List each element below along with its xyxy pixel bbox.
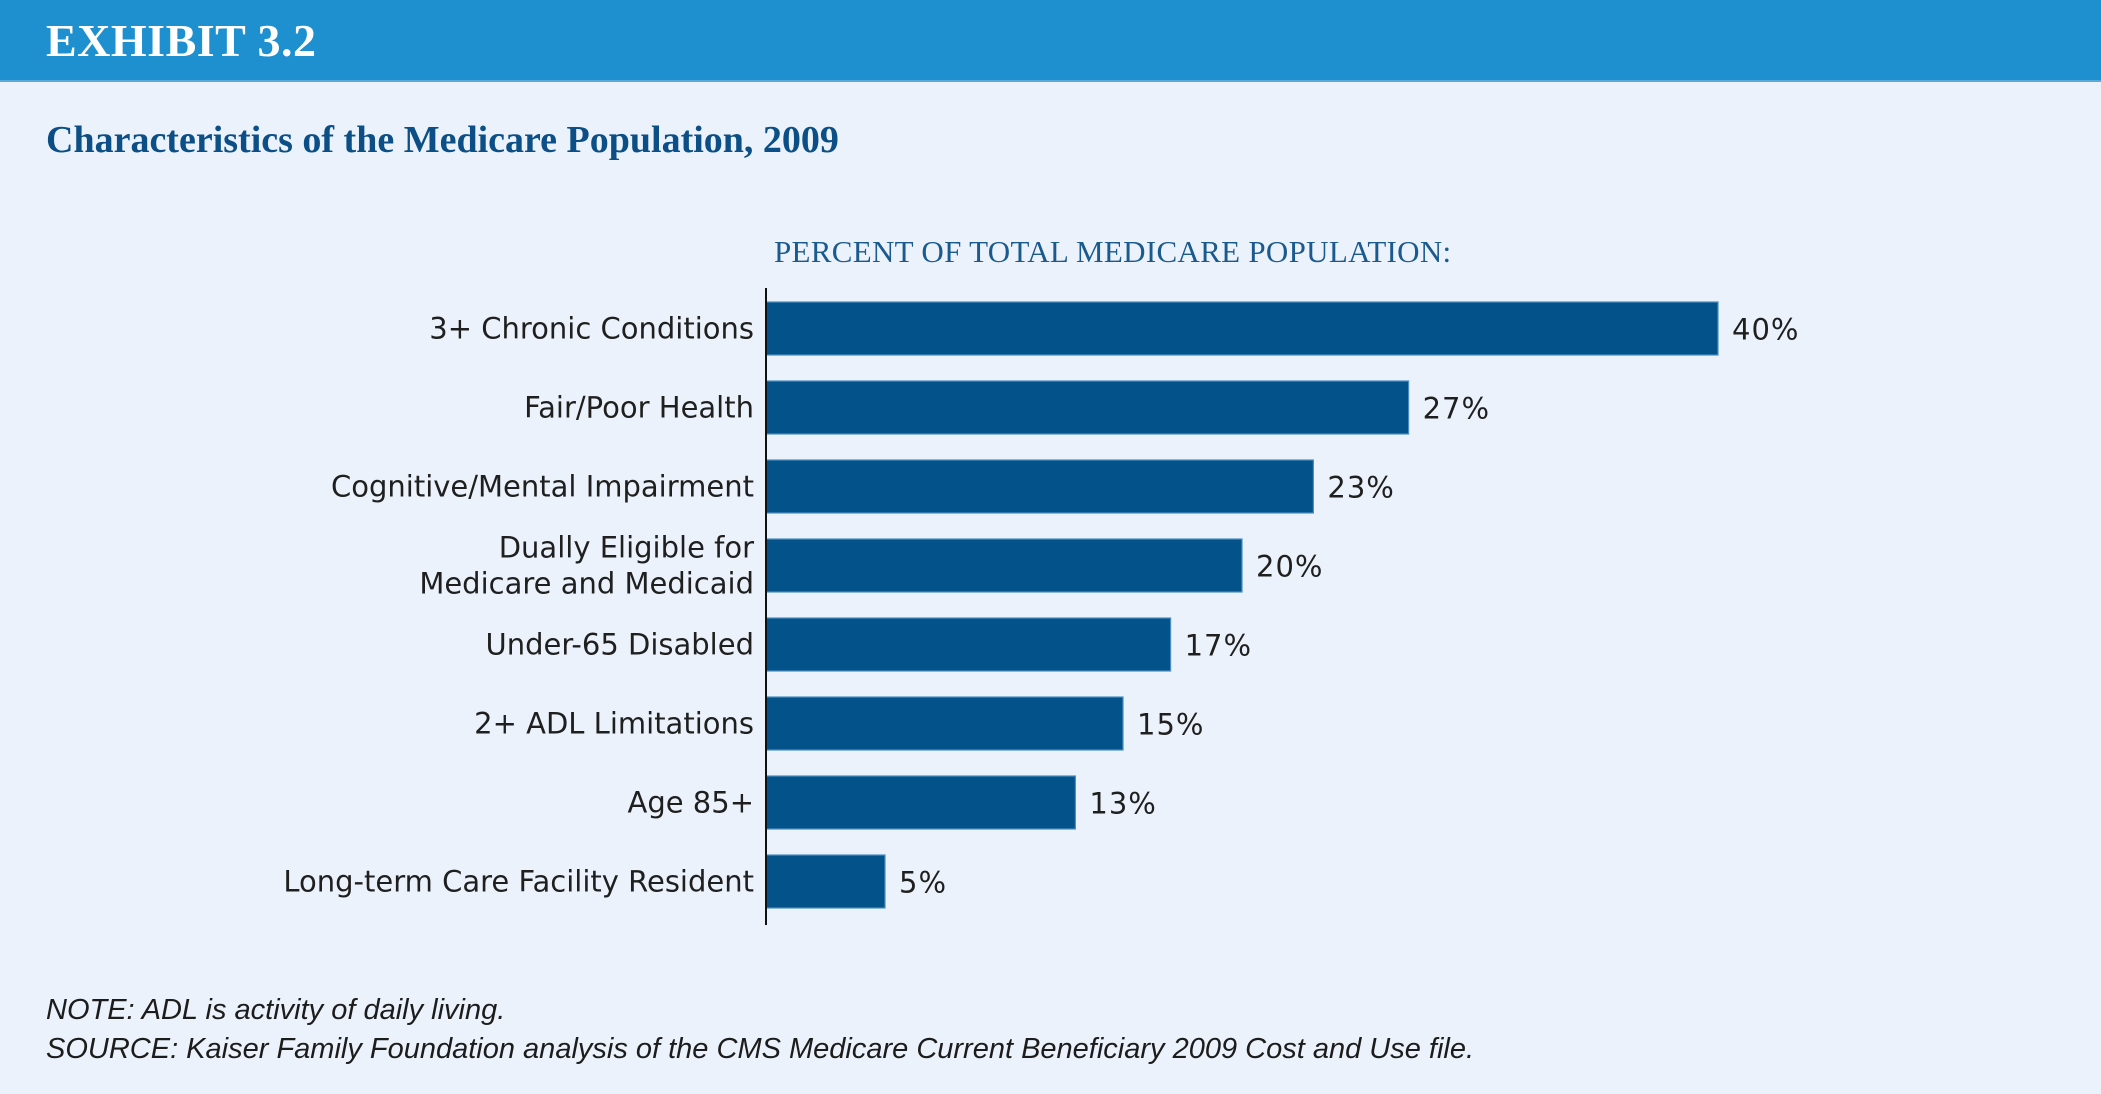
category-label: Fair/Poor Health <box>524 391 754 425</box>
chart-subtitle: PERCENT OF TOTAL MEDICARE POPULATION: <box>774 234 1452 269</box>
value-label: 20% <box>1256 550 1323 584</box>
bar <box>765 459 1315 514</box>
bar <box>765 301 1719 356</box>
bar <box>765 775 1076 830</box>
chart-title: Characteristics of the Medicare Populati… <box>46 119 839 161</box>
value-label: 5% <box>899 866 947 900</box>
category-label: 3+ Chronic Conditions <box>429 312 754 346</box>
value-label: 15% <box>1137 708 1204 742</box>
category-label: Medicare and Medicaid <box>419 567 754 601</box>
value-label: 17% <box>1185 629 1252 663</box>
bar <box>765 380 1410 435</box>
category-label: Under-65 Disabled <box>486 628 755 662</box>
note-text: NOTE: ADL is activity of daily living. <box>46 994 506 1026</box>
header-bar: EXHIBIT 3.2 <box>0 0 2101 82</box>
source-text: SOURCE: Kaiser Family Foundation analysi… <box>46 1033 1475 1065</box>
exhibit-label: EXHIBIT 3.2 <box>46 15 317 66</box>
value-label: 13% <box>1089 787 1156 821</box>
value-label: 27% <box>1423 392 1490 426</box>
category-label: Cognitive/Mental Impairment <box>331 470 754 504</box>
bar <box>765 617 1172 672</box>
bar <box>765 538 1243 593</box>
category-label: Long-term Care Facility Resident <box>283 865 754 899</box>
value-label: 40% <box>1732 313 1799 347</box>
value-label: 23% <box>1327 471 1394 505</box>
category-label: Dually Eligible for <box>499 531 754 565</box>
bar <box>765 854 886 909</box>
category-label: 2+ ADL Limitations <box>474 707 754 741</box>
bar <box>765 696 1124 751</box>
category-label: Age 85+ <box>627 786 754 820</box>
